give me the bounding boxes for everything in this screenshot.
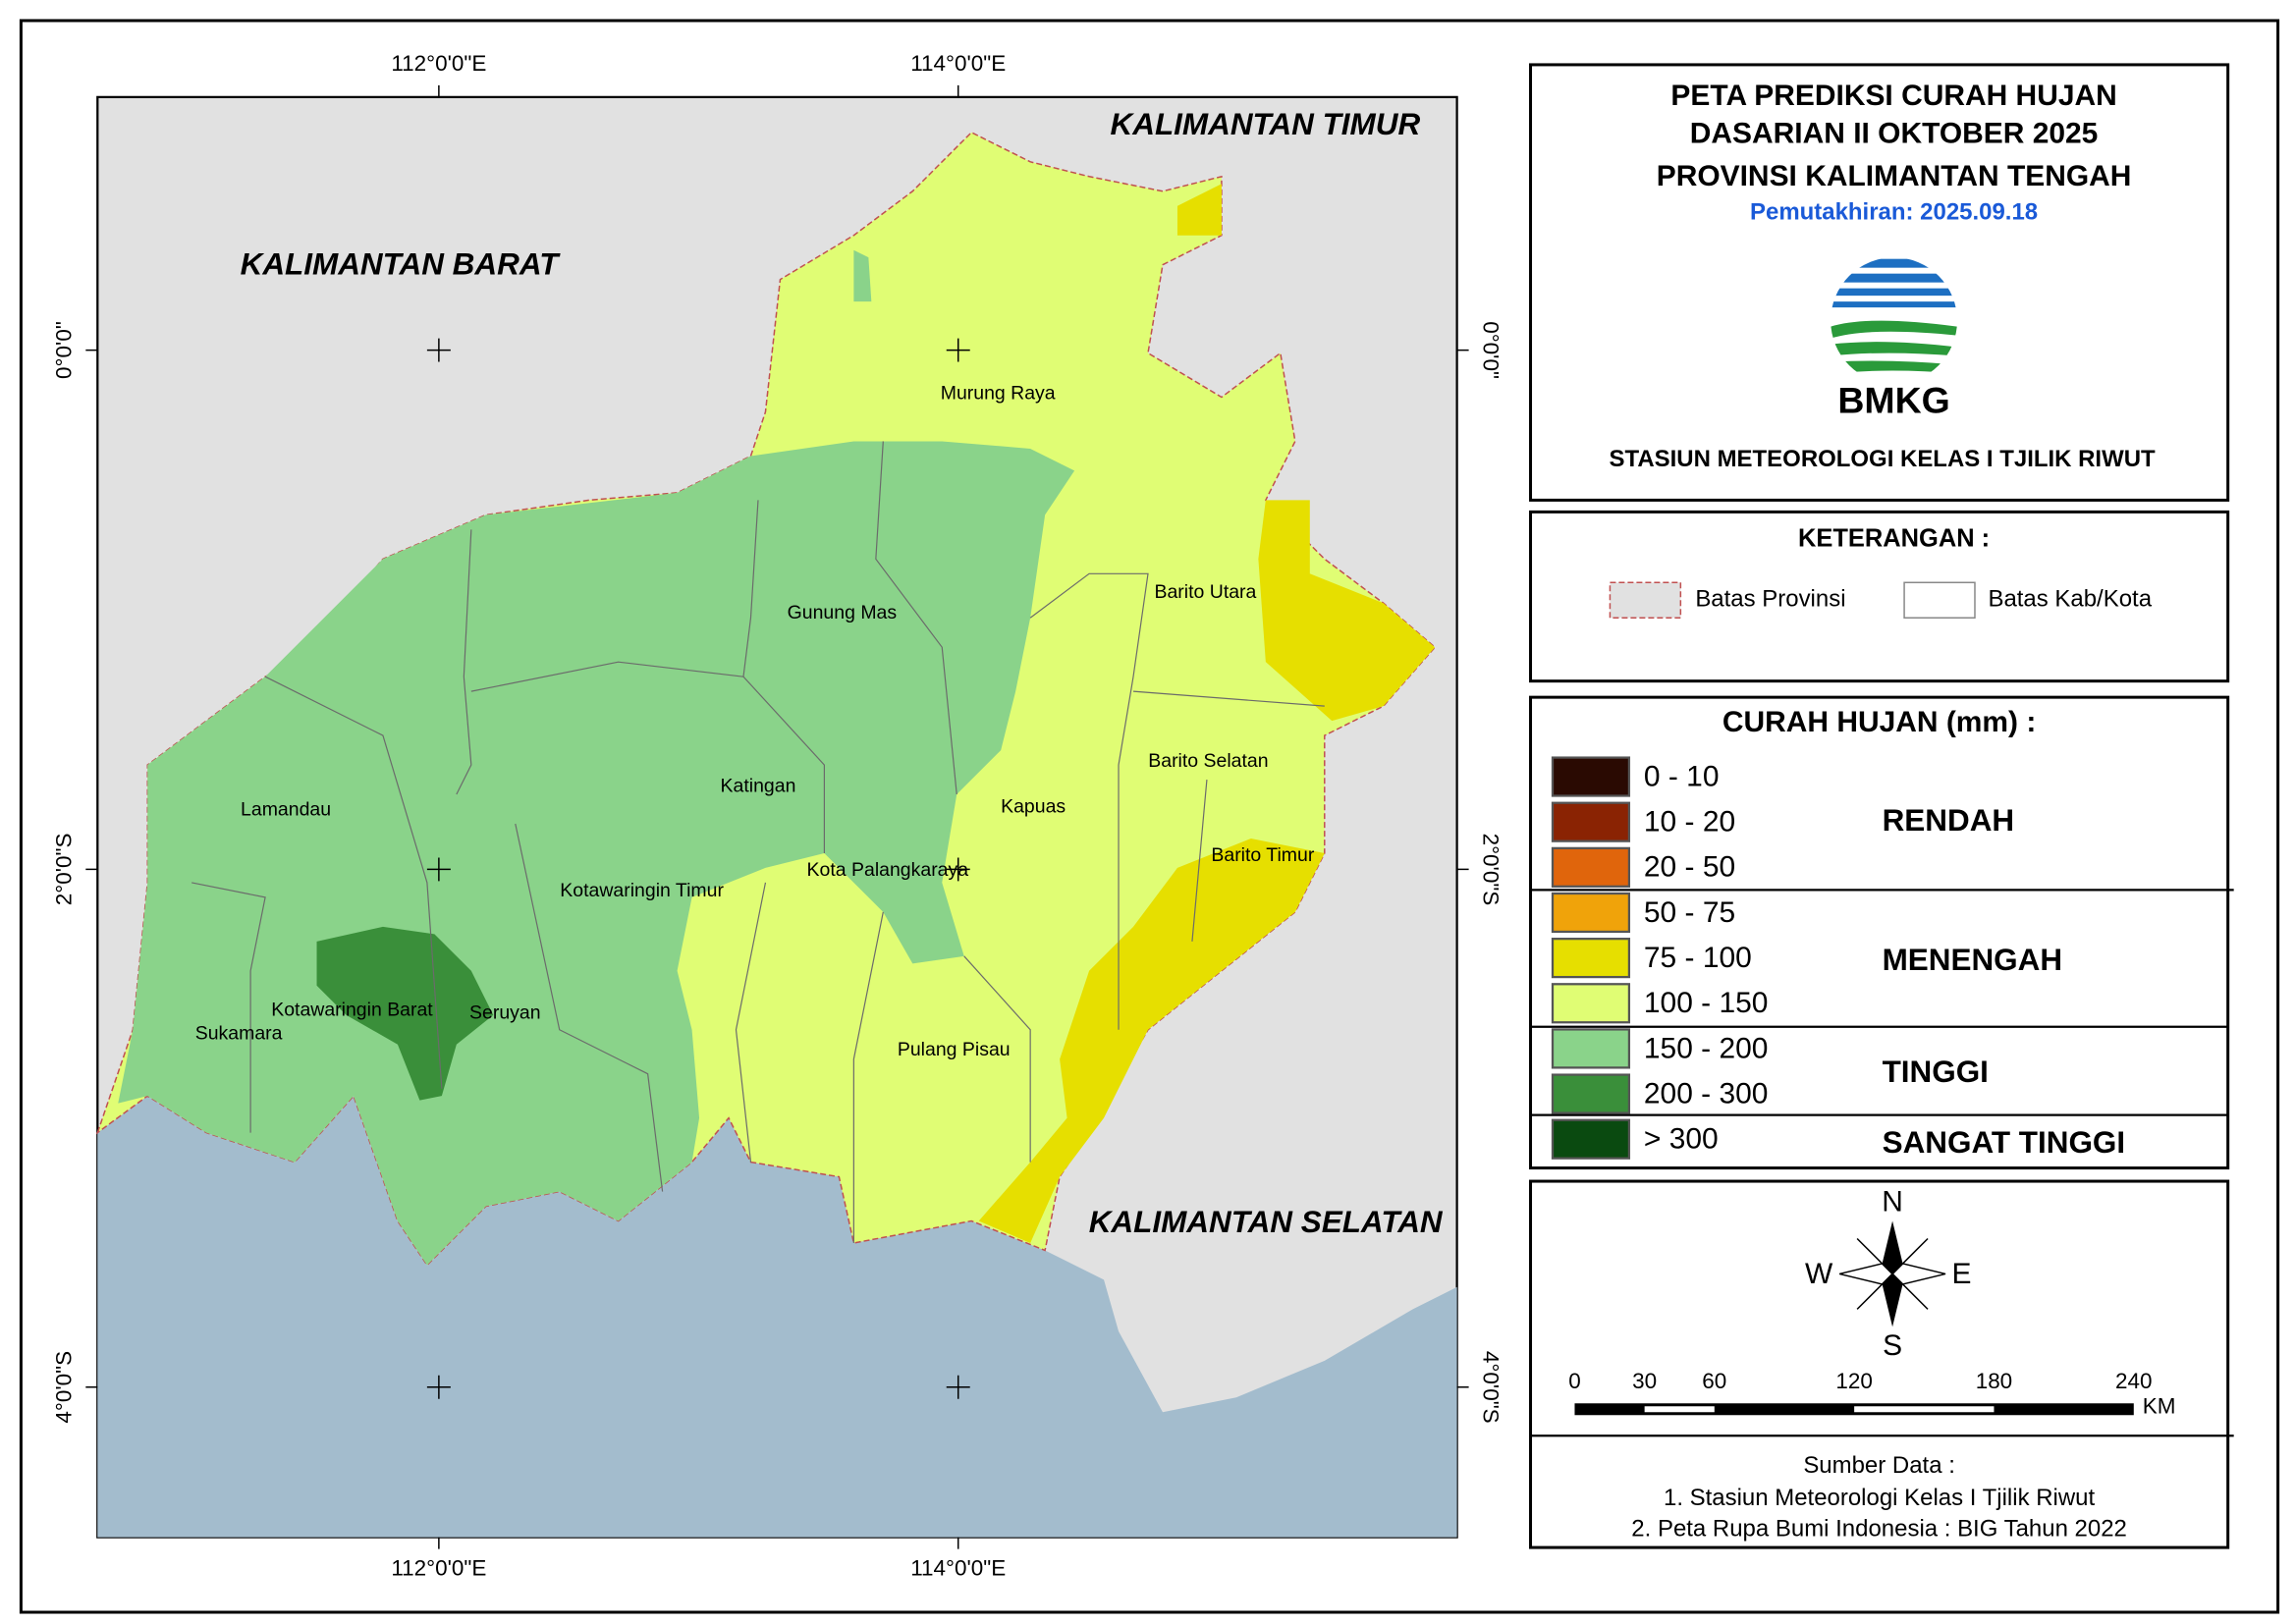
compass: N S W E xyxy=(1805,1185,1971,1362)
title-line: PROVINSI KALIMANTAN TENGAH xyxy=(1657,160,2132,192)
legend-title: KETERANGAN : xyxy=(1798,525,1990,553)
region-label: KALIMANTAN TIMUR xyxy=(1111,107,1421,141)
district-label: Kapuas xyxy=(1001,796,1066,818)
class-swatch xyxy=(1551,846,1631,888)
bmkg-logo: BMKG xyxy=(1831,257,1958,420)
lat-label: 0°0'0" xyxy=(51,321,76,379)
district-labels: Murung Raya Barito Utara Gunung Mas Katinga… xyxy=(195,383,1315,1060)
rainfall-title: CURAH HUJAN (mm) : xyxy=(1722,706,2036,738)
lon-label: 114°0'0"E xyxy=(910,1556,1006,1581)
class-label: 0 - 10 xyxy=(1644,760,1720,792)
logo-text: BMKG xyxy=(1837,379,1949,420)
district-label: Kotawaringin Barat xyxy=(271,999,433,1020)
class-label: 200 - 300 xyxy=(1644,1077,1769,1110)
rainfall-box xyxy=(1529,695,2230,1170)
region-label: KALIMANTAN SELATAN xyxy=(1089,1205,1444,1239)
group-label: SANGAT TINGGI xyxy=(1883,1125,2126,1160)
class-label: 10 - 20 xyxy=(1644,806,1735,839)
station-name: STASIUN METEOROLOGI KELAS I TJILIK RIWUT xyxy=(1610,446,2157,472)
sea xyxy=(97,1096,1457,1538)
compass-e: E xyxy=(1952,1258,1972,1290)
lon-label: 112°0'0"E xyxy=(391,51,486,76)
scale-label: 120 xyxy=(1835,1369,1873,1393)
lat-label: 4°0'0"S xyxy=(51,1351,76,1424)
scale-label: 180 xyxy=(1976,1369,2013,1393)
scale-segment xyxy=(1644,1406,1715,1413)
district-label: Lamandau xyxy=(241,799,331,821)
legend-label: Batas Kab/Kota xyxy=(1988,586,2152,613)
lat-label: 2°0'0"S xyxy=(51,834,76,906)
zone-75-100 xyxy=(1176,184,1222,236)
district-label: Pulang Pisau xyxy=(898,1039,1011,1060)
lon-label: 112°0'0"E xyxy=(391,1556,486,1581)
scale-label: 60 xyxy=(1702,1369,1726,1393)
district-label: Gunung Mas xyxy=(788,602,898,623)
class-swatch xyxy=(1551,938,1631,979)
graticule-crosses xyxy=(85,84,1469,1549)
class-label: > 300 xyxy=(1644,1123,1719,1156)
update-date: Pemutakhiran: 2025.09.18 xyxy=(1750,199,2038,226)
zone-75-100 xyxy=(978,838,1325,1243)
scale-unit: KM xyxy=(2143,1394,2176,1419)
compass-n: N xyxy=(1882,1185,1903,1218)
compass-w: W xyxy=(1805,1258,1833,1290)
district-label: Murung Raya xyxy=(941,383,1056,405)
class-label: 100 - 150 xyxy=(1644,987,1769,1019)
class-label: 20 - 50 xyxy=(1644,851,1735,884)
district-boundaries xyxy=(191,441,1325,1243)
source-line: 1. Stasiun Meteorologi Kelas I Tjilik Ri… xyxy=(1664,1485,2096,1511)
legend-label: Batas Provinsi xyxy=(1695,586,1845,613)
class-swatch xyxy=(1551,1118,1631,1160)
zone-150-200 xyxy=(853,249,872,302)
group-label: TINGGI xyxy=(1883,1055,1989,1089)
group-label: MENENGAH xyxy=(1883,943,2062,977)
zone-150-200 xyxy=(118,441,1075,1266)
district-swatch xyxy=(1903,581,1976,619)
district-label: Barito Utara xyxy=(1154,581,1256,603)
zone-200-300 xyxy=(316,926,494,1101)
region-label: KALIMANTAN BARAT xyxy=(241,246,562,281)
outer-frame xyxy=(19,19,2280,1614)
class-label: 75 - 100 xyxy=(1644,942,1752,974)
class-swatch xyxy=(1551,983,1631,1024)
map: 112°0'0"E 114°0'0"E 112°0'0"E 114°0'0"E … xyxy=(51,51,1503,1581)
title-line: DASARIAN II OKTOBER 2025 xyxy=(1690,118,2099,150)
class-swatch xyxy=(1551,801,1631,842)
scale-label: 30 xyxy=(1632,1369,1657,1393)
class-swatch xyxy=(1551,892,1631,934)
class-label: 50 - 75 xyxy=(1644,896,1735,929)
group-label: RENDAH xyxy=(1883,803,2015,838)
zone-75-100 xyxy=(1258,500,1436,722)
lat-label: 4°0'0"S xyxy=(1479,1351,1503,1424)
info-box xyxy=(1529,1179,2230,1549)
scale-segment xyxy=(1854,1406,1995,1413)
scale-label: 0 xyxy=(1568,1369,1580,1393)
source-line: 2. Peta Rupa Bumi Indonesia : BIG Tahun … xyxy=(1631,1515,2127,1542)
compass-s: S xyxy=(1883,1329,1902,1362)
lat-label: 0°0'0" xyxy=(1479,321,1503,379)
province-swatch xyxy=(1609,581,1682,619)
rainfall-classes: 0 - 10 10 - 20 20 - 50 50 - 75 75 - 100 100 -… xyxy=(1551,756,1769,1160)
district-label: Barito Timur xyxy=(1211,844,1314,866)
scale-label: 240 xyxy=(2115,1369,2153,1393)
class-label: 150 - 200 xyxy=(1644,1032,1769,1064)
district-label: Katingan xyxy=(721,776,796,797)
district-label: Barito Selatan xyxy=(1148,750,1268,772)
class-swatch xyxy=(1551,756,1631,797)
title-line: PETA PREDIKSI CURAH HUJAN xyxy=(1670,80,2116,112)
source-title: Sumber Data : xyxy=(1803,1452,1955,1479)
class-swatch xyxy=(1551,1073,1631,1114)
district-label: Kotawaringin Timur xyxy=(560,880,724,901)
district-label: Sukamara xyxy=(195,1022,283,1044)
district-label: Seruyan xyxy=(469,1001,541,1023)
district-label: Kota Palangkaraya xyxy=(807,859,969,881)
group-separators xyxy=(1530,889,2234,1116)
lon-label: 114°0'0"E xyxy=(910,51,1006,76)
lat-label: 2°0'0"S xyxy=(1479,834,1503,906)
class-swatch xyxy=(1551,1028,1631,1069)
